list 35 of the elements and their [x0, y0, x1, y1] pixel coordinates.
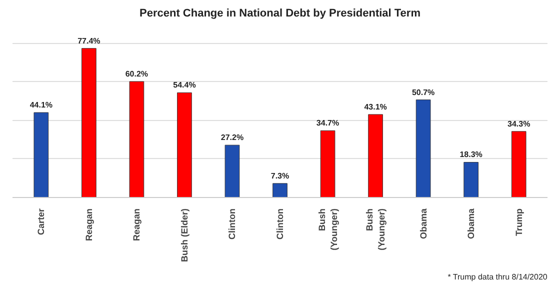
data-label: 34.3%	[507, 119, 530, 128]
bar	[82, 48, 96, 198]
x-tick-label: Clinton	[275, 208, 285, 240]
text: * Trump data thru 8/14/2020	[448, 272, 548, 282]
data-label: 54.4%	[173, 80, 196, 90]
data-label: 18.3%	[460, 150, 482, 160]
bar	[177, 92, 192, 198]
x-tick-label: Reagan	[84, 208, 94, 242]
bar	[34, 112, 49, 198]
x-tick-label: Clinton	[227, 208, 238, 240]
chart-title: Percent Change in National Debt by Presidential Term	[140, 8, 421, 20]
bar	[129, 81, 144, 198]
x-tick-label: Bush (Younger)	[316, 208, 339, 250]
data-label: 43.1%	[364, 102, 387, 112]
bar	[416, 100, 431, 198]
x-tick-label: Bush (Younger)	[364, 208, 387, 250]
bar	[368, 114, 383, 198]
bar	[320, 130, 336, 198]
x-tick-label: Trump	[514, 208, 524, 236]
bar	[224, 144, 240, 198]
data-label: 77.4%	[78, 36, 100, 46]
bar	[511, 131, 526, 198]
data-label: 60.2%	[125, 70, 148, 79]
bar	[464, 162, 478, 198]
data-label: 44.1%	[30, 100, 53, 110]
bar	[272, 183, 288, 198]
x-tick-label: Reagan	[132, 208, 142, 242]
data-label: 27.2%	[220, 133, 244, 142]
data-label: 34.7%	[316, 118, 340, 128]
x-tick-label: Bush (Elder)	[179, 208, 190, 262]
x-tick-label: Obama	[418, 208, 428, 240]
data-label: 50.7%	[412, 88, 435, 97]
x-tick-label: Carter	[36, 208, 46, 236]
data-label: 7.3%	[270, 171, 290, 180]
x-tick-label: Obama	[466, 208, 476, 240]
